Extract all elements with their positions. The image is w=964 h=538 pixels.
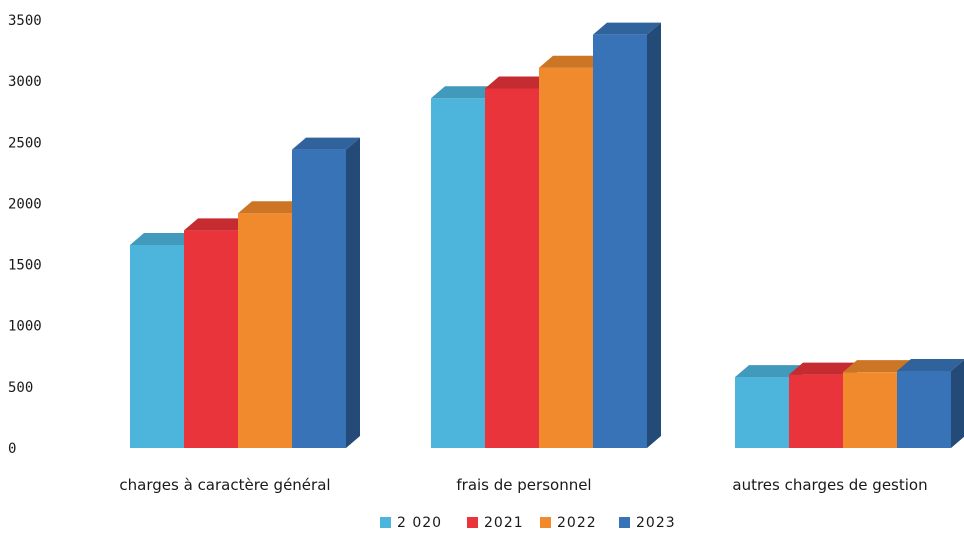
bar-top [789,362,857,375]
bar-front [897,370,951,448]
legend-label: 2022 [557,515,597,531]
bar-side [346,137,360,448]
y-axis: 0 500 1000 1500 2000 2500 3000 3500 [8,13,42,457]
bar [897,358,964,448]
y-tick-label: 2000 [8,196,42,212]
legend-swatch [540,517,551,528]
legend-swatch [467,517,478,528]
y-tick-label: 0 [8,441,16,457]
legend: 2 020 2021 2022 2023 [380,515,676,531]
x-category-label: frais de personnel [456,476,591,494]
y-tick-label: 3500 [8,13,42,29]
bar-top [431,86,499,99]
bar-front [184,230,238,448]
bar-front [735,377,789,448]
bar-top [593,22,661,35]
legend-label: 2023 [636,515,676,531]
bar-top [843,360,911,373]
legend-swatch [619,517,630,528]
legend-swatch [380,517,391,528]
bar-front [431,98,485,449]
bar-front [485,88,539,448]
bar-front [843,372,897,448]
bars-group [130,22,964,449]
y-tick-label: 2500 [8,135,42,151]
bar-group [735,358,964,448]
bar-front [238,213,292,448]
legend-item: 2023 [619,515,676,531]
legend-item: 2022 [540,515,597,531]
bar-front [789,374,843,448]
legend-label: 2021 [484,515,524,531]
bar-group [130,137,360,448]
bar-front [130,245,184,448]
bar-top [897,358,964,371]
bar-front [539,67,593,448]
bar-top [539,55,607,68]
bar-top [485,76,553,89]
y-tick-label: 1500 [8,258,42,274]
bar-side [951,359,964,448]
bar-group [431,22,661,449]
bar [735,365,803,448]
legend-label: 2 020 [397,515,442,531]
bar-front [292,149,346,448]
bar [292,137,360,448]
bar-top [292,137,360,150]
bar-side [647,22,661,448]
bar-front [593,34,647,448]
bar-top [238,201,306,214]
y-tick-label: 500 [8,380,33,396]
x-category-label: charges à caractère général [119,476,330,494]
bar-top [184,218,252,231]
y-tick-label: 3000 [8,74,42,90]
x-category-label: autres charges de gestion [732,476,927,494]
bar [593,22,661,448]
bar-top [735,365,803,378]
x-axis-categories: charges à caractère général frais de pers… [119,476,927,494]
bar-top [130,233,198,246]
legend-item: 2021 [467,515,524,531]
y-tick-label: 1000 [8,319,42,335]
legend-item: 2 020 [380,515,442,531]
